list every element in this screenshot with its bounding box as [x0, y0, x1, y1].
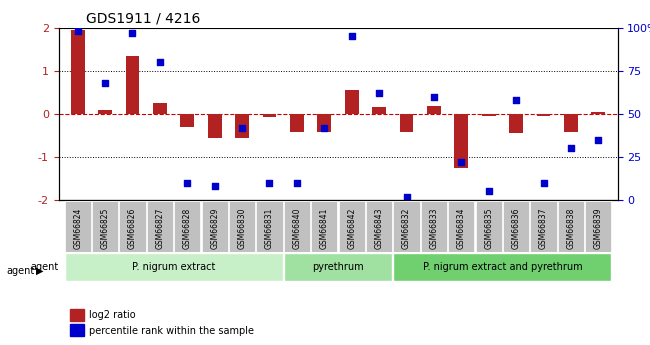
Point [265, 180, 275, 186]
Text: GSM66835: GSM66835 [484, 208, 493, 249]
FancyBboxPatch shape [366, 201, 392, 252]
Text: GSM66825: GSM66825 [101, 208, 110, 249]
Text: GSM66824: GSM66824 [73, 208, 82, 249]
Bar [263, 114, 276, 117]
Point [346, 33, 357, 39]
Text: GSM66837: GSM66837 [539, 208, 548, 249]
Text: GSM66830: GSM66830 [238, 208, 246, 249]
Bar [125, 56, 139, 114]
Point [155, 59, 165, 65]
Bar [71, 30, 84, 114]
Point [374, 90, 384, 96]
Point [538, 180, 549, 186]
Text: GSM66831: GSM66831 [265, 208, 274, 249]
Text: GSM66832: GSM66832 [402, 208, 411, 249]
FancyBboxPatch shape [393, 253, 612, 282]
Text: GSM66843: GSM66843 [374, 208, 384, 249]
FancyBboxPatch shape [421, 201, 447, 252]
Text: GSM66829: GSM66829 [210, 208, 219, 249]
Text: ▶: ▶ [36, 266, 44, 276]
Bar [482, 114, 495, 116]
Bar [70, 309, 84, 321]
FancyBboxPatch shape [147, 201, 173, 252]
FancyBboxPatch shape [448, 201, 474, 252]
Text: GSM66827: GSM66827 [155, 208, 164, 249]
FancyBboxPatch shape [92, 201, 118, 252]
Point [73, 28, 83, 34]
Text: GSM66833: GSM66833 [430, 208, 438, 249]
Bar [509, 114, 523, 133]
Point [100, 80, 110, 86]
Text: log2 ratio: log2 ratio [89, 310, 136, 319]
FancyBboxPatch shape [256, 201, 283, 252]
FancyBboxPatch shape [229, 201, 255, 252]
FancyBboxPatch shape [311, 201, 337, 252]
Text: P. nigrum extract and pyrethrum: P. nigrum extract and pyrethrum [422, 263, 582, 272]
FancyBboxPatch shape [476, 201, 502, 252]
Text: GSM66842: GSM66842 [347, 208, 356, 249]
Bar [98, 110, 112, 114]
Bar [372, 107, 386, 114]
Text: GSM66840: GSM66840 [292, 208, 302, 249]
Bar [537, 114, 551, 116]
Point [237, 125, 247, 130]
Bar [181, 114, 194, 127]
Text: GSM66839: GSM66839 [594, 208, 603, 249]
Bar [400, 114, 413, 132]
Bar [153, 103, 167, 114]
Text: GDS1911 / 4216: GDS1911 / 4216 [86, 11, 201, 25]
Text: percentile rank within the sample: percentile rank within the sample [89, 326, 254, 335]
Bar [290, 114, 304, 132]
Bar [592, 112, 605, 114]
FancyBboxPatch shape [284, 201, 310, 252]
Point [511, 97, 521, 103]
Point [429, 94, 439, 99]
FancyBboxPatch shape [284, 253, 392, 282]
FancyBboxPatch shape [339, 201, 365, 252]
Point [127, 30, 138, 36]
Text: GSM66841: GSM66841 [320, 208, 329, 249]
Bar [208, 114, 222, 138]
Point [209, 184, 220, 189]
Bar [427, 106, 441, 114]
FancyBboxPatch shape [64, 253, 283, 282]
Point [319, 125, 330, 130]
Text: agent: agent [6, 266, 34, 276]
Point [292, 180, 302, 186]
Point [182, 180, 192, 186]
Text: GSM66826: GSM66826 [128, 208, 137, 249]
Text: GSM66836: GSM66836 [512, 208, 521, 249]
FancyBboxPatch shape [120, 201, 146, 252]
Point [456, 159, 467, 165]
Bar [317, 114, 331, 132]
Point [484, 189, 494, 194]
FancyBboxPatch shape [558, 201, 584, 252]
FancyBboxPatch shape [585, 201, 612, 252]
Bar [235, 114, 249, 138]
FancyBboxPatch shape [202, 201, 228, 252]
Bar [345, 90, 359, 114]
Text: P. nigrum extract: P. nigrum extract [132, 263, 215, 272]
Bar [454, 114, 468, 168]
Bar [564, 114, 578, 132]
Text: GSM66838: GSM66838 [566, 208, 575, 249]
Text: GSM66828: GSM66828 [183, 208, 192, 249]
FancyBboxPatch shape [64, 201, 91, 252]
FancyBboxPatch shape [503, 201, 529, 252]
Bar [70, 324, 84, 336]
FancyBboxPatch shape [530, 201, 556, 252]
Text: pyrethrum: pyrethrum [312, 263, 364, 272]
Text: agent: agent [31, 263, 58, 272]
FancyBboxPatch shape [393, 201, 420, 252]
Point [401, 194, 411, 199]
FancyBboxPatch shape [174, 201, 200, 252]
Text: GSM66834: GSM66834 [457, 208, 466, 249]
Point [593, 137, 603, 142]
Point [566, 146, 576, 151]
